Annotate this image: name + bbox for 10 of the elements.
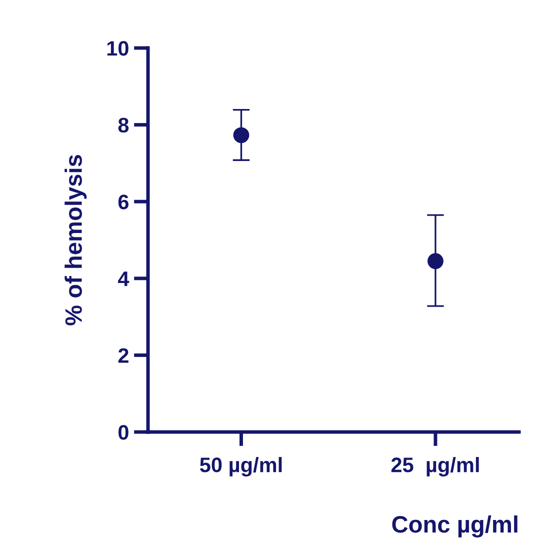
y-tick-label: 0 — [118, 425, 128, 440]
y-tick-label: 8 — [118, 118, 129, 133]
x-axis-title: Conc µg/ml — [392, 515, 518, 538]
y-tick-label: 10 — [107, 41, 128, 56]
y-tick-label: 4 — [118, 272, 130, 286]
x-tick-label: 25 µg/ml — [391, 457, 479, 477]
y-tick-label: 6 — [118, 194, 128, 210]
x-tick-label: 50 µg/ml — [200, 457, 282, 477]
y-axis-title: % of hemolysis — [64, 155, 87, 326]
y-tick-label: 2 — [118, 348, 128, 363]
